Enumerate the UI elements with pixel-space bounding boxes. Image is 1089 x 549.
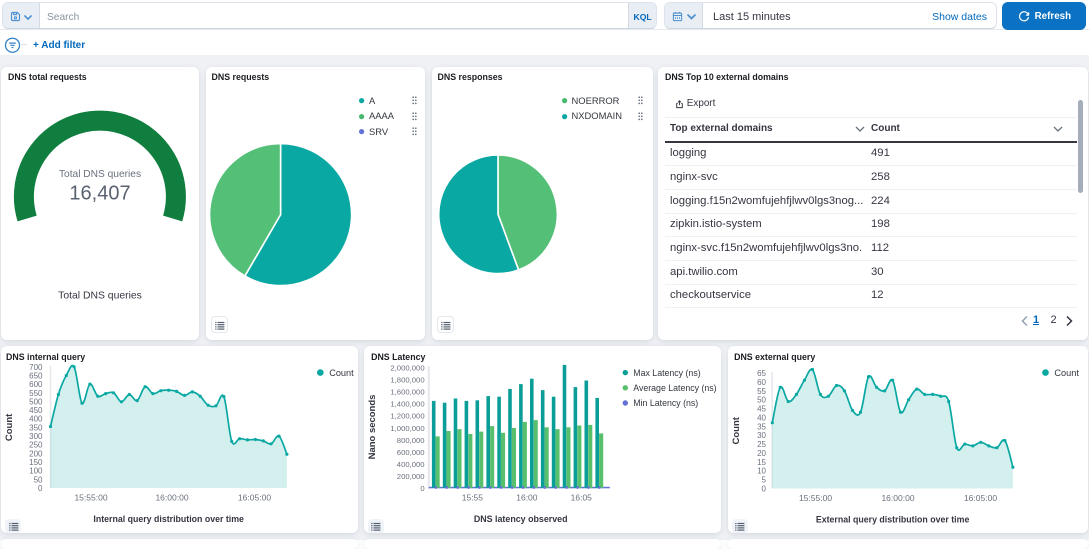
svg-text:0: 0 xyxy=(420,483,424,492)
svg-text:500: 500 xyxy=(29,397,43,406)
svg-text:Count: Count xyxy=(4,412,15,440)
svg-text:16:00:00: 16:00:00 xyxy=(155,492,188,502)
svg-text:55: 55 xyxy=(757,386,766,395)
svg-text:Nano seconds: Nano seconds xyxy=(366,394,377,459)
svg-text:Count: Count xyxy=(1054,368,1079,378)
svg-text:Total DNS queries: Total DNS queries xyxy=(58,291,142,302)
svg-text:40: 40 xyxy=(757,413,766,422)
svg-text:5: 5 xyxy=(761,475,766,484)
svg-text:16:00:00: 16:00:00 xyxy=(881,493,914,503)
svg-text:16:05: 16:05 xyxy=(570,492,592,502)
svg-text:350: 350 xyxy=(29,423,43,432)
svg-text:100: 100 xyxy=(29,466,43,475)
svg-text:25: 25 xyxy=(757,440,766,449)
svg-text:Min Latency (ns): Min Latency (ns) xyxy=(633,398,698,408)
svg-text:650: 650 xyxy=(29,371,43,380)
svg-text:Count: Count xyxy=(731,416,742,444)
svg-text:Count: Count xyxy=(329,368,354,378)
svg-text:400,000: 400,000 xyxy=(396,459,424,468)
svg-text:300: 300 xyxy=(29,432,43,441)
svg-text:Max Latency (ns): Max Latency (ns) xyxy=(633,367,700,377)
svg-text:600: 600 xyxy=(29,380,43,389)
svg-text:550: 550 xyxy=(29,388,43,397)
svg-text:16,407: 16,407 xyxy=(69,183,130,205)
svg-text:450: 450 xyxy=(29,406,43,415)
svg-text:External query distribution ov: External query distribution over time xyxy=(815,514,969,524)
svg-text:16:05:00: 16:05:00 xyxy=(238,492,271,502)
svg-text:700: 700 xyxy=(29,362,43,371)
svg-text:Average Latency (ns): Average Latency (ns) xyxy=(633,383,716,393)
svg-text:200: 200 xyxy=(29,449,43,458)
svg-text:20: 20 xyxy=(757,449,766,458)
svg-text:1,800,000: 1,800,000 xyxy=(390,375,424,384)
svg-text:800,000: 800,000 xyxy=(396,435,424,444)
svg-text:50: 50 xyxy=(34,475,43,484)
svg-text:65: 65 xyxy=(757,369,766,378)
svg-text:1,200,000: 1,200,000 xyxy=(390,411,424,420)
svg-text:0: 0 xyxy=(761,484,766,493)
svg-text:600,000: 600,000 xyxy=(396,447,424,456)
svg-text:16:05:00: 16:05:00 xyxy=(963,493,996,503)
svg-text:Internal query distribution ov: Internal query distribution over time xyxy=(93,514,244,524)
svg-text:1,600,000: 1,600,000 xyxy=(390,387,424,396)
svg-text:150: 150 xyxy=(29,458,43,467)
svg-text:30: 30 xyxy=(757,431,766,440)
svg-text:60: 60 xyxy=(757,378,766,387)
svg-text:0: 0 xyxy=(38,484,43,493)
svg-text:15: 15 xyxy=(757,457,766,466)
svg-text:250: 250 xyxy=(29,440,43,449)
svg-text:15:55: 15:55 xyxy=(461,492,483,502)
svg-text:200,000: 200,000 xyxy=(396,471,424,480)
svg-text:2,000,000: 2,000,000 xyxy=(390,363,424,372)
svg-text:15:55:00: 15:55:00 xyxy=(74,492,107,502)
svg-text:15:55:00: 15:55:00 xyxy=(798,493,831,503)
svg-text:16:00: 16:00 xyxy=(516,492,538,502)
svg-text:1,400,000: 1,400,000 xyxy=(390,399,424,408)
svg-text:35: 35 xyxy=(757,422,766,431)
svg-text:400: 400 xyxy=(29,414,43,423)
svg-text:1,000,000: 1,000,000 xyxy=(390,423,424,432)
svg-text:DNS latency observed: DNS latency observed xyxy=(473,513,567,523)
svg-text:Total DNS queries: Total DNS queries xyxy=(59,169,141,180)
svg-text:45: 45 xyxy=(757,404,766,413)
svg-text:50: 50 xyxy=(757,395,766,404)
svg-text:10: 10 xyxy=(757,466,766,475)
